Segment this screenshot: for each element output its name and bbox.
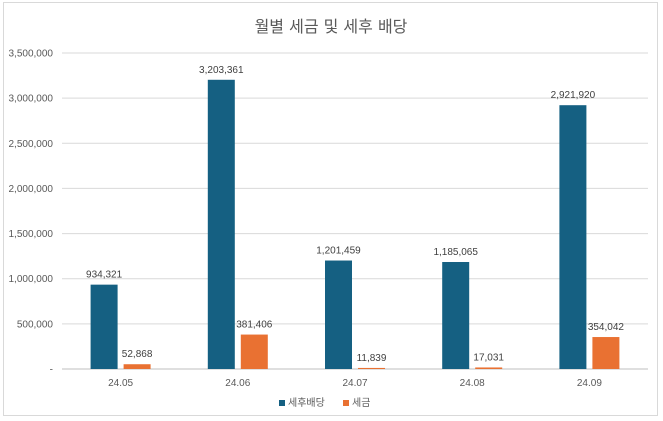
y-tick-label: - [50,365,53,376]
x-tick-label: 24.07 [342,378,367,389]
y-axis: - 500,000 1,000,000 1,500,000 2,000,000 2,500… [9,49,54,376]
data-label: 1,185,065 [433,247,478,258]
bars [90,79,620,370]
bar-tax-24.05 [123,364,151,369]
y-tick-label: 1,000,000 [9,274,54,285]
data-labels: 934,321 52,868 3,203,361 381,406 1,201,459 11… [86,65,624,364]
bar-after-tax-dividend-24.08 [442,262,470,369]
x-axis: 24.05 24.06 24.07 24.08 24.09 [108,378,602,389]
bar-after-tax-dividend-24.09 [559,105,587,369]
data-label: 52,868 [122,349,153,360]
legend-swatch [343,400,349,406]
data-label: 934,321 [86,270,123,281]
y-tick-label: 2,000,000 [9,184,54,195]
y-tick-label: 500,000 [17,319,54,330]
gridlines [62,52,648,370]
x-tick-label: 24.09 [577,378,602,389]
bar-tax-24.07 [358,367,385,369]
chart-title: 월별 세금 및 세후 배당 [255,17,408,36]
x-tick-label: 24.05 [108,378,133,389]
data-label: 3,203,361 [199,65,244,76]
legend-label: 세후배당 [288,397,325,409]
data-label: 11,839 [357,353,387,364]
data-label: 381,406 [236,320,273,331]
bar-tax-24.09 [592,337,620,369]
x-tick-label: 24.06 [225,378,250,389]
bar-after-tax-dividend-24.07 [325,260,352,369]
bar-after-tax-dividend-24.05 [90,284,118,369]
y-tick-label: 3,000,000 [9,94,54,105]
bar-tax-24.08 [475,367,503,369]
bar-tax-24.06 [240,334,268,369]
data-label: 17,031 [473,352,504,363]
legend-swatch [279,400,285,406]
y-tick-label: 3,500,000 [9,49,54,60]
data-label: 354,042 [588,322,625,333]
y-tick-label: 2,500,000 [9,139,54,150]
bar-after-tax-dividend-24.06 [207,79,235,370]
data-label: 2,921,920 [551,90,596,101]
legend: 세후배당 세금 [279,397,370,409]
y-tick-label: 1,500,000 [9,229,54,240]
data-label: 1,201,459 [316,246,361,257]
legend-label: 세금 [352,397,370,409]
x-tick-label: 24.08 [460,378,485,389]
